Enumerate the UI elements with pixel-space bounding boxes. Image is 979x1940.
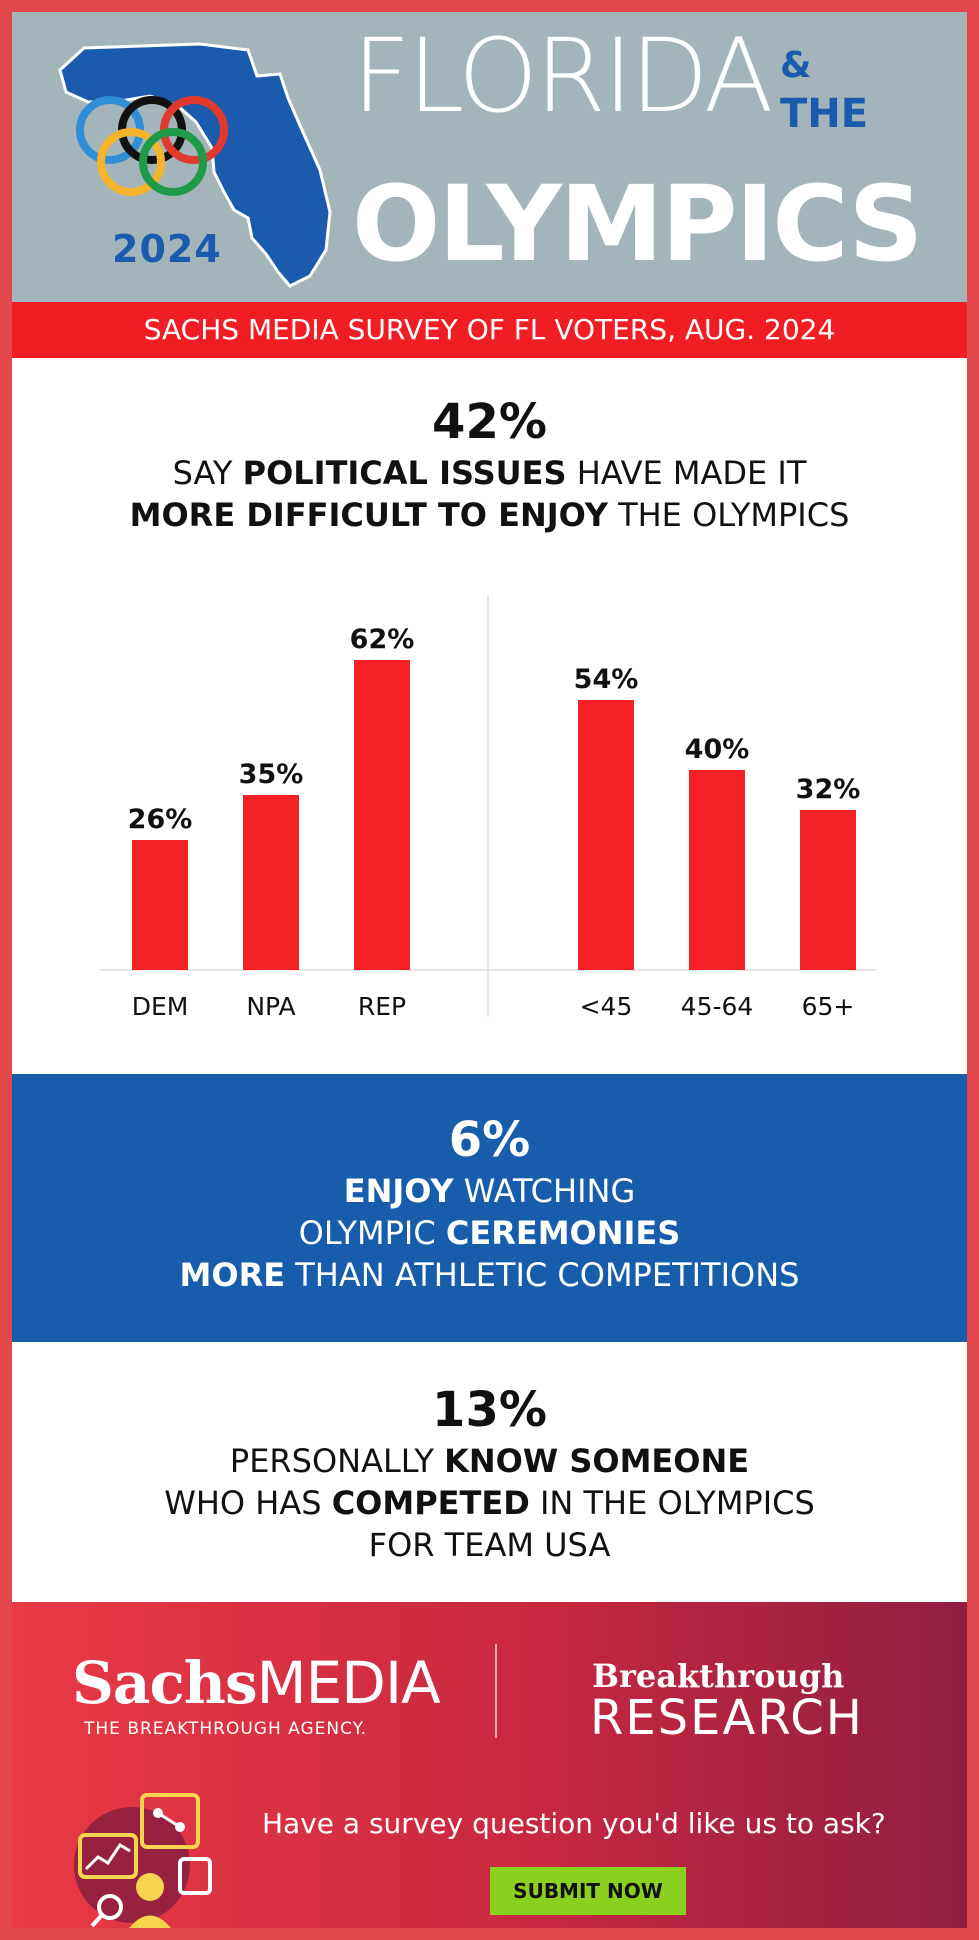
title-the: THE [780,91,869,137]
data-label: 35% [239,759,304,790]
stat2-emphasis: MORE [179,1256,286,1294]
map-year: 2024 [112,227,222,271]
bar-npa [243,795,299,970]
data-label: 26% [128,804,193,835]
bar-45 [578,700,634,970]
stat1-text: HAVE MADE IT [566,454,807,492]
florida-olympic-map [58,42,332,288]
category-label: NPA [246,992,295,1021]
category-label: 45-64 [681,992,754,1021]
data-label: 54% [574,664,639,695]
stat2-text: OLYMPIC [298,1214,446,1252]
footer: SachsMEDIA THE BREAKTHROUGH AGENCY. Brea… [12,1602,967,1928]
stat2-line3: MORE THAN ATHLETIC COMPETITIONS [12,1256,967,1294]
category-label: DEM [132,992,189,1021]
bar-65 [800,810,856,970]
header: 2024 FLORIDA & THE OLYMPICS [12,12,967,302]
stat1-text: SAY [172,454,243,492]
stat3-line1: PERSONALLY KNOW SOMEONE [12,1442,967,1480]
logo-text-media: MEDIA [256,1649,441,1717]
stat1-emphasis: POLITICAL ISSUES [242,454,567,492]
sachs-media-logo[interactable]: SachsMEDIA [72,1654,441,1712]
stat3-line2: WHO HAS COMPETED IN THE OLYMPICS [12,1484,967,1522]
category-label: <45 [580,992,633,1021]
category-label: 65+ [802,992,855,1021]
survey-research-icon [74,1793,212,1928]
title-ampersand: & [780,45,812,86]
stat3-emphasis: KNOW SOMEONE [444,1442,750,1480]
title-olympics: OLYMPICS [352,163,923,285]
breakthrough-logo-top[interactable]: Breakthrough [592,1657,845,1695]
title-florida: FLORIDA [352,17,774,136]
bar-chart: 26% DEM 35% NPA 62% REP 54% <45 40% 45-64 32% 65+ [100,596,876,1021]
stat2-number: 6% [448,1112,531,1168]
category-label: REP [358,992,406,1021]
stat3-number: 13% [432,1382,547,1438]
footer-divider [495,1644,497,1738]
stat2-panel: 6% ENJOY WATCHING OLYMPIC CEREMONIES MOR… [12,1074,967,1342]
stat2-text: WATCHING [453,1172,636,1210]
stat2-line1: ENJOY WATCHING [12,1172,967,1210]
stat2-emphasis: ENJOY [343,1172,454,1210]
bar-rep [354,660,410,970]
stat3-text: PERSONALLY [229,1442,445,1480]
submit-now-button[interactable]: SUBMIT NOW [490,1867,686,1915]
data-label: 40% [685,734,750,765]
breakthrough-logo-bottom[interactable]: RESEARCH [590,1690,864,1746]
stat2-line2: OLYMPIC CEREMONIES [12,1214,967,1252]
stat1-text: THE OLYMPICS [607,496,850,534]
survey-banner: SACHS MEDIA SURVEY OF FL VOTERS, AUG. 20… [12,302,967,358]
bar-dem [132,840,188,970]
sachs-tagline: THE BREAKTHROUGH AGENCY. [84,1719,368,1739]
bar-45-64 [689,770,745,970]
stat2-text: THAN ATHLETIC COMPETITIONS [285,1256,800,1294]
data-label: 32% [796,774,861,805]
stat2-emphasis: CEREMONIES [445,1214,681,1252]
stat3-emphasis: COMPETED [331,1484,530,1522]
data-label: 62% [350,624,415,655]
logo-text-sachs: Sachs [72,1649,258,1717]
stat1-emphasis: MORE DIFFICULT TO ENJOY [129,496,608,534]
stat3-text: WHO HAS [164,1484,332,1522]
stat3-line3: FOR TEAM USA [368,1526,611,1564]
stat1-line2: MORE DIFFICULT TO ENJOY THE OLYMPICS [12,496,967,534]
survey-question-prompt: Have a survey question you'd like us to … [262,1807,886,1840]
stat1-line1: SAY POLITICAL ISSUES HAVE MADE IT [12,454,967,492]
stat3-text: IN THE OLYMPICS [529,1484,815,1522]
stat1-number: 42% [432,394,547,450]
